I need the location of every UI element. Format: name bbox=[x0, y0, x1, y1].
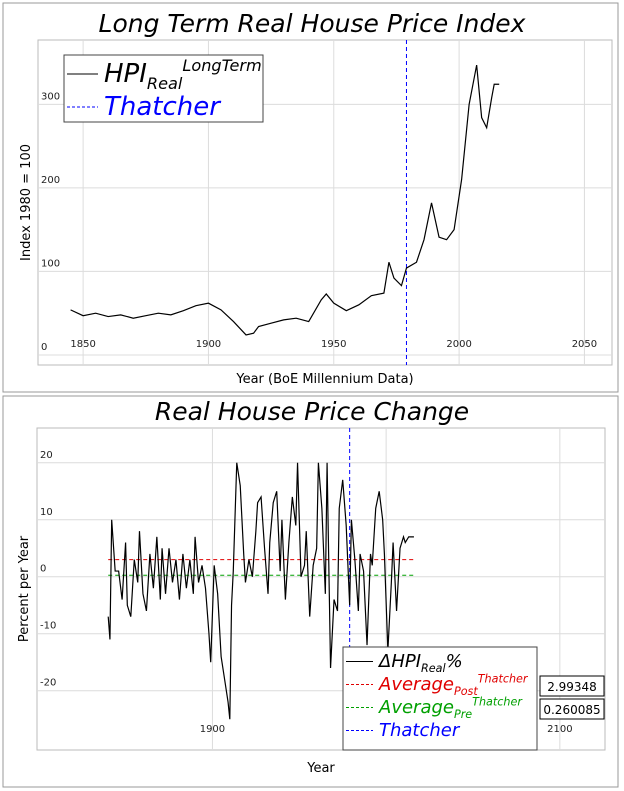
value-label: 0.260085 bbox=[543, 703, 600, 717]
chart-title: Real House Price Change bbox=[155, 397, 469, 426]
legend-label-part: LongTerm bbox=[182, 56, 261, 75]
y-tick-label: -20 bbox=[40, 678, 56, 689]
x-tick-label: 2000 bbox=[446, 339, 471, 350]
x-tick-label: 1850 bbox=[70, 339, 95, 350]
y-tick-label: 100 bbox=[41, 258, 60, 269]
legend-label-part: Average bbox=[378, 697, 454, 718]
plot-area bbox=[37, 39, 613, 366]
value-box bbox=[539, 675, 605, 697]
x-axis-label: Year bbox=[306, 761, 335, 776]
chart-frame bbox=[2, 395, 619, 788]
y-tick-label: 200 bbox=[41, 175, 60, 186]
legend-label-part: HPI bbox=[104, 59, 147, 89]
legend-box bbox=[342, 646, 538, 751]
legend-box bbox=[63, 54, 264, 123]
x-tick-label: 1900 bbox=[200, 724, 225, 735]
legend-label: AveragePreThatcher bbox=[378, 695, 523, 720]
y-tick-label: 300 bbox=[41, 91, 60, 102]
legend-label: Thatcher bbox=[379, 720, 461, 741]
value-box bbox=[539, 698, 605, 720]
data-line bbox=[107, 462, 414, 720]
legend-label-part: Pre bbox=[454, 708, 472, 721]
legend-label-part: Thatcher bbox=[379, 720, 461, 741]
legend-label-part: Thatcher bbox=[104, 92, 222, 122]
legend-label-part: Real bbox=[421, 662, 446, 675]
legend-label: AveragePostThatcher bbox=[378, 672, 529, 697]
plot-area bbox=[36, 427, 606, 751]
legend-label-part: Thatcher bbox=[472, 695, 523, 708]
legend-label-part: Average bbox=[378, 674, 454, 695]
legend-label-part: % bbox=[446, 651, 463, 672]
legend-label-part: Real bbox=[147, 74, 183, 93]
value-label: 2.99348 bbox=[547, 680, 597, 694]
data-line bbox=[70, 64, 500, 336]
legend-label: Thatcher bbox=[104, 92, 222, 122]
legend-label: HPIRealLongTerm bbox=[104, 56, 262, 93]
legend-label: ΔHPIReal% bbox=[377, 651, 463, 675]
chart-frame bbox=[2, 2, 619, 393]
legend-label-part: ΔHPI bbox=[377, 651, 421, 672]
x-axis-label: Year (BoE Millennium Data) bbox=[235, 372, 413, 387]
legend-label-part: Post bbox=[454, 685, 478, 698]
x-tick-label: 1950 bbox=[321, 339, 346, 350]
y-tick-label: 0 bbox=[41, 342, 47, 353]
x-tick-label: 2100 bbox=[547, 724, 572, 735]
y-axis-label: Percent per Year bbox=[17, 535, 32, 642]
y-tick-label: -10 bbox=[40, 621, 56, 632]
y-axis-label: Index 1980 = 100 bbox=[19, 144, 34, 261]
y-tick-label: 20 bbox=[40, 450, 53, 461]
y-tick-label: 10 bbox=[40, 507, 53, 518]
x-tick-label: 2050 bbox=[572, 339, 597, 350]
legend-label-part: Thatcher bbox=[478, 672, 529, 685]
y-tick-label: 0 bbox=[40, 564, 46, 575]
x-tick-label: 1900 bbox=[196, 339, 221, 350]
chart-title: Long Term Real House Price Index bbox=[99, 9, 526, 38]
